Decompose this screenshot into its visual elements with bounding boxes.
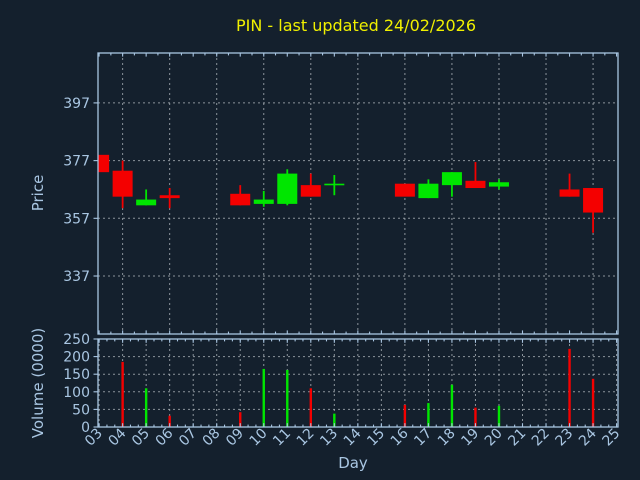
- candle-day-09: [230, 185, 251, 206]
- volume-tick-label-200: 200: [63, 350, 90, 366]
- candle-day-17: [418, 179, 439, 199]
- candle-day-24: [583, 188, 604, 233]
- day-tick-labels: 03 04 05 06 07 08 09 10 11 12 13 14 15 16 17 18 19 20 21 22…: [82, 425, 623, 449]
- day-tick-label-11: 11: [270, 426, 294, 450]
- candle-day-12: [300, 173, 321, 197]
- day-tick-label-23: 23: [552, 426, 576, 450]
- volume-bar-day-19: [474, 407, 477, 427]
- volume-bar-day-18: [450, 384, 454, 427]
- volume-tick-label-50: 50: [72, 402, 90, 418]
- candle-body: [112, 170, 133, 197]
- volume-bar-day-04: [121, 361, 124, 427]
- price-tick-label-397: 397: [63, 96, 90, 112]
- candle-body: [277, 173, 298, 204]
- volume-panel-x-ticks: [98, 339, 618, 427]
- candle-day-20: [488, 179, 509, 190]
- price-panel-grid: [98, 53, 618, 334]
- volume-tick-label-100: 100: [63, 385, 90, 401]
- candle-body: [98, 154, 110, 173]
- candle-body: [159, 195, 180, 199]
- candles: [98, 154, 604, 233]
- price-tick-label-337: 337: [63, 269, 90, 285]
- volume-bar-day-12: [309, 388, 313, 427]
- candle-body: [136, 199, 157, 206]
- day-tick-label-04: 04: [106, 425, 130, 449]
- candle-day-03: [98, 154, 110, 173]
- candle-body: [300, 185, 321, 197]
- candle-day-05: [136, 189, 157, 206]
- day-tick-label-25: 25: [599, 426, 623, 450]
- day-tick-label-21: 21: [505, 426, 529, 450]
- day-tick-label-09: 09: [223, 426, 247, 450]
- volume-bar-day-24: [591, 378, 595, 427]
- day-tick-label-14: 14: [341, 425, 365, 449]
- day-tick-label-13: 13: [317, 426, 341, 450]
- day-tick-label-19: 19: [458, 426, 482, 450]
- candle-day-10: [253, 190, 274, 207]
- day-tick-label-20: 20: [482, 426, 506, 450]
- volume-bar-day-05: [144, 388, 148, 427]
- volume-bar-day-16: [403, 404, 407, 427]
- candle-body: [465, 180, 486, 189]
- price-panel-x-ticks: [98, 53, 618, 334]
- candle-day-18: [441, 172, 462, 197]
- day-tick-label-08: 08: [200, 426, 224, 450]
- candle-day-16: [394, 183, 415, 197]
- candle-body: [583, 188, 604, 213]
- volume-bar-day-17: [427, 403, 430, 427]
- candle-day-06: [159, 188, 180, 209]
- day-tick-label-16: 16: [388, 425, 412, 449]
- day-tick-label-10: 10: [247, 426, 271, 450]
- day-tick-label-18: 18: [435, 426, 459, 450]
- candle-body: [559, 189, 580, 197]
- candle-body: [488, 182, 509, 187]
- volume-axis-label: Volume (0000): [29, 328, 47, 438]
- candle-day-11: [277, 169, 298, 206]
- volume-tick-label-150: 150: [63, 367, 90, 383]
- candle-body: [394, 183, 415, 197]
- price-tick-label-357: 357: [63, 211, 90, 227]
- price-axis-label: Price: [29, 175, 47, 212]
- candle-day-23: [559, 173, 580, 197]
- day-tick-label-05: 05: [129, 426, 153, 450]
- day-tick-label-17: 17: [411, 426, 435, 450]
- candle-day-13: [324, 175, 345, 196]
- day-axis-label: Day: [338, 454, 368, 472]
- day-tick-label-12: 12: [294, 426, 318, 450]
- volume-bar-day-10: [262, 368, 265, 427]
- price-y-ticks: 397 377 357 337: [63, 96, 98, 285]
- volume-bar-day-20: [497, 405, 501, 427]
- candle-day-19: [465, 162, 486, 189]
- price-tick-label-377: 377: [63, 154, 90, 170]
- volume-bars: [121, 348, 595, 427]
- volume-bar-day-06: [168, 415, 171, 427]
- day-tick-label-15: 15: [364, 426, 388, 450]
- candle-body: [418, 183, 439, 199]
- chart-title: PIN - last updated 24/02/2026: [236, 16, 476, 35]
- volume-tick-label-250: 250: [63, 332, 90, 348]
- day-tick-label-06: 06: [153, 425, 177, 449]
- day-tick-label-07: 07: [176, 426, 200, 450]
- candle-body: [441, 172, 462, 186]
- day-tick-label-22: 22: [529, 426, 553, 450]
- volume-bar-day-09: [239, 412, 242, 427]
- volume-panel-grid: [98, 339, 618, 427]
- volume-tick-label-0: 0: [81, 420, 90, 436]
- volume-bar-day-23: [568, 348, 571, 427]
- volume-bar-day-13: [333, 413, 336, 427]
- candle-day-04: [112, 160, 133, 209]
- candle-body: [253, 199, 274, 204]
- volume-bar-day-11: [286, 369, 289, 427]
- volume-panel-border: [97, 338, 619, 428]
- candle-body: [230, 193, 251, 206]
- candle-body: [324, 183, 345, 186]
- day-tick-label-24: 24: [576, 425, 600, 449]
